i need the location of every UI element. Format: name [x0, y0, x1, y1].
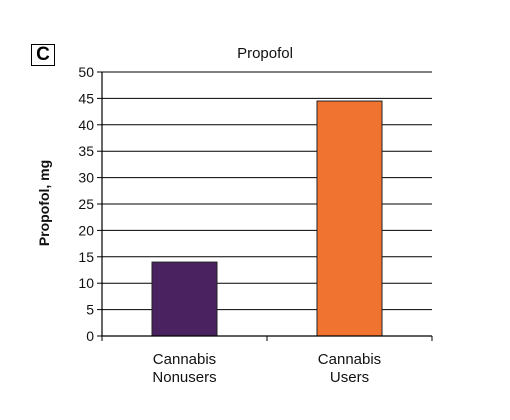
- y-tick-label: 25: [78, 196, 94, 212]
- axes: [97, 71, 433, 341]
- x-tick-label: Cannabis Nonusers: [152, 351, 216, 386]
- y-tick-label: 35: [78, 143, 94, 159]
- y-tick-labels: 0 5 10 15 20 25 30 35 40 45 50: [78, 64, 94, 344]
- y-tick-label: 40: [78, 117, 94, 133]
- y-tick-label: 20: [78, 222, 94, 238]
- bars: [151, 100, 383, 337]
- chart-title: Propofol: [237, 45, 293, 62]
- y-tick-label: 30: [78, 170, 94, 186]
- bar: [316, 100, 383, 337]
- y-tick-label: 0: [86, 328, 94, 344]
- x-tick-labels: Cannabis Nonusers Cannabis Users: [152, 351, 381, 386]
- bar: [151, 261, 218, 337]
- y-tick-label: 10: [78, 275, 94, 291]
- panel-label: C: [31, 44, 55, 66]
- y-tick-label: 15: [78, 249, 94, 265]
- y-tick-label: 50: [78, 64, 94, 80]
- x-tick-label: Cannabis Users: [318, 351, 381, 386]
- y-axis-label: Propofol, mg: [36, 160, 52, 246]
- y-tick-label: 45: [78, 90, 94, 106]
- y-tick-label: 5: [86, 302, 94, 318]
